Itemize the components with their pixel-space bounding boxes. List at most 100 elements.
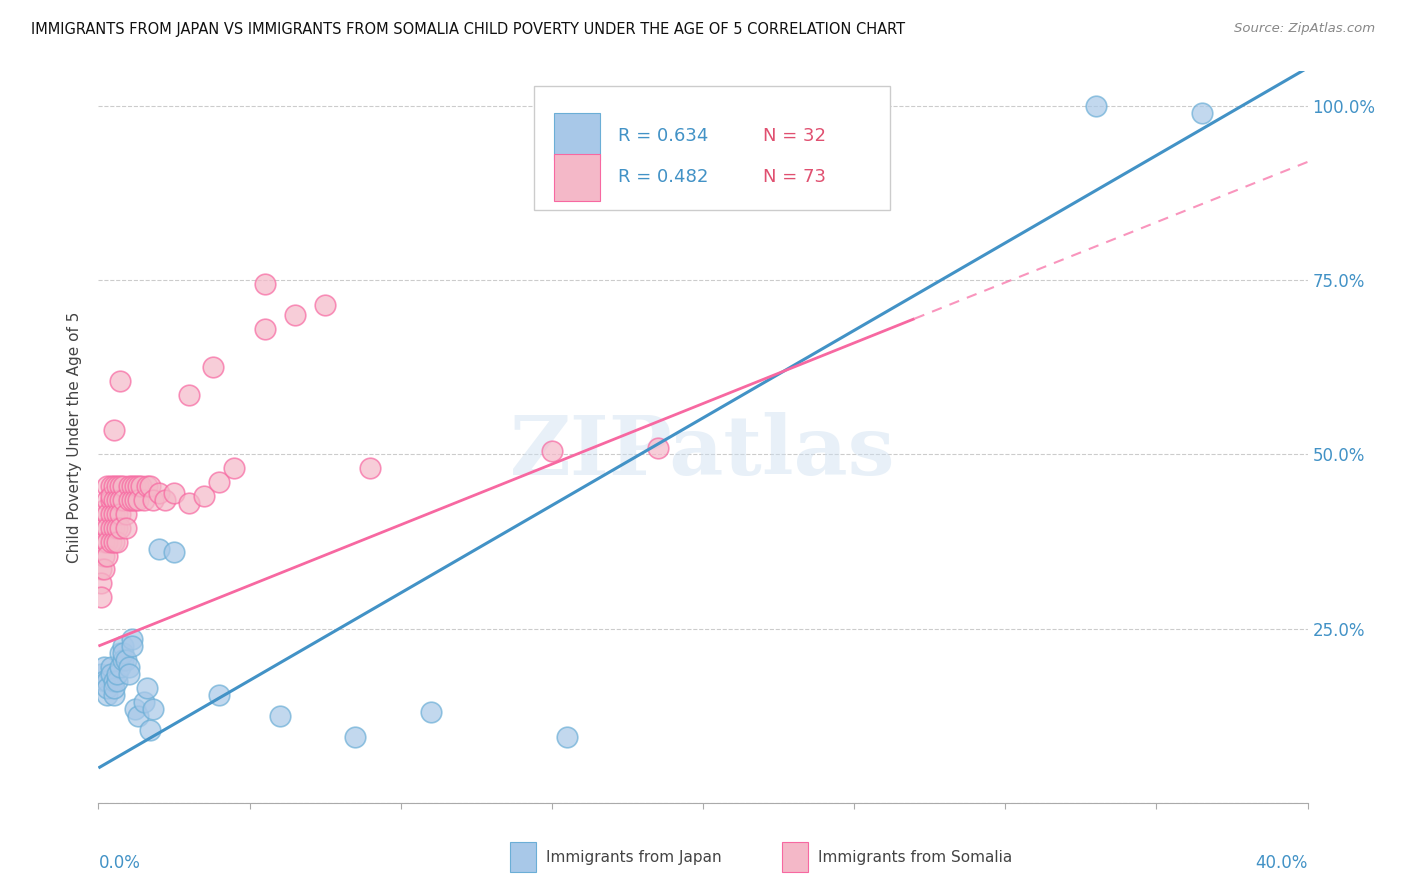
Point (100, 521, 122, 535)
Bar (554, 153, 600, 202)
Point (132, 492, 155, 507)
Point (118, 660, 141, 674)
Point (148, 485, 170, 500)
Point (224, 461, 246, 475)
Point (93, 660, 115, 674)
Point (108, 492, 131, 507)
Point (253, 322, 276, 336)
Point (93, 549, 115, 563)
Point (139, 479, 162, 493)
Point (103, 423, 125, 437)
Point (108, 479, 131, 493)
Point (121, 492, 143, 507)
Point (105, 521, 128, 535)
Point (208, 475, 231, 490)
Point (253, 277, 276, 291)
Point (148, 541, 170, 556)
Point (208, 688, 231, 702)
Point (135, 479, 157, 493)
Point (96, 479, 118, 493)
Point (153, 492, 176, 507)
Text: Immigrants from Somalia: Immigrants from Somalia (818, 850, 1012, 865)
Point (142, 492, 165, 507)
Text: R = 0.482: R = 0.482 (619, 169, 709, 186)
Point (127, 479, 149, 493)
Point (142, 702, 165, 716)
Point (179, 496, 201, 510)
Point (93, 534, 115, 549)
Y-axis label: Child Poverty Under the Age of 5: Child Poverty Under the Age of 5 (67, 311, 83, 563)
Point (96, 492, 118, 507)
Point (124, 492, 146, 507)
Point (90, 591, 112, 605)
Point (108, 507, 131, 521)
Point (135, 681, 157, 695)
Point (114, 521, 136, 535)
Point (360, 461, 382, 475)
Point (103, 479, 125, 493)
Point (103, 492, 125, 507)
Point (96, 681, 118, 695)
Point (139, 723, 162, 737)
Point (111, 653, 134, 667)
Point (269, 708, 291, 723)
Point (100, 489, 122, 503)
Point (420, 705, 443, 719)
Text: 0.0%: 0.0% (98, 854, 141, 872)
Point (540, 444, 562, 458)
Point (108, 375, 131, 389)
Point (118, 479, 141, 493)
Point (103, 534, 125, 549)
Point (105, 667, 128, 681)
Point (647, 441, 669, 455)
Point (100, 534, 122, 549)
Point (96, 688, 118, 702)
Point (105, 479, 128, 493)
Point (124, 702, 146, 716)
Point (344, 730, 367, 744)
Point (96, 534, 118, 549)
Point (96, 549, 118, 563)
Point (121, 632, 143, 646)
Point (179, 388, 201, 402)
Point (100, 507, 122, 521)
Point (93, 521, 115, 535)
Bar (509, 841, 536, 872)
Point (202, 360, 225, 375)
Point (105, 534, 128, 549)
Text: Source: ZipAtlas.com: Source: ZipAtlas.com (1234, 22, 1375, 36)
Point (93, 673, 115, 688)
Point (111, 479, 134, 493)
Point (105, 507, 128, 521)
Point (111, 639, 134, 653)
Point (100, 479, 122, 493)
Point (114, 653, 136, 667)
Point (103, 521, 125, 535)
Point (127, 492, 149, 507)
Point (100, 660, 122, 674)
Point (90, 667, 112, 681)
Point (100, 492, 122, 507)
Point (1085, 99, 1108, 113)
Text: Immigrants from Japan: Immigrants from Japan (546, 850, 721, 865)
Point (93, 562, 115, 576)
Point (111, 646, 134, 660)
Point (108, 660, 131, 674)
Point (555, 730, 578, 744)
Point (121, 639, 143, 653)
Point (124, 479, 146, 493)
Point (96, 521, 118, 535)
Text: N = 73: N = 73 (763, 169, 827, 186)
Point (105, 673, 128, 688)
Point (129, 479, 152, 493)
Point (103, 507, 125, 521)
Point (108, 646, 131, 660)
Point (103, 673, 125, 688)
Point (105, 492, 128, 507)
Point (90, 562, 112, 576)
Point (100, 667, 122, 681)
Text: IMMIGRANTS FROM JAPAN VS IMMIGRANTS FROM SOMALIA CHILD POVERTY UNDER THE AGE OF : IMMIGRANTS FROM JAPAN VS IMMIGRANTS FROM… (31, 22, 905, 37)
FancyBboxPatch shape (534, 86, 890, 211)
Point (163, 485, 186, 500)
Point (284, 308, 307, 322)
